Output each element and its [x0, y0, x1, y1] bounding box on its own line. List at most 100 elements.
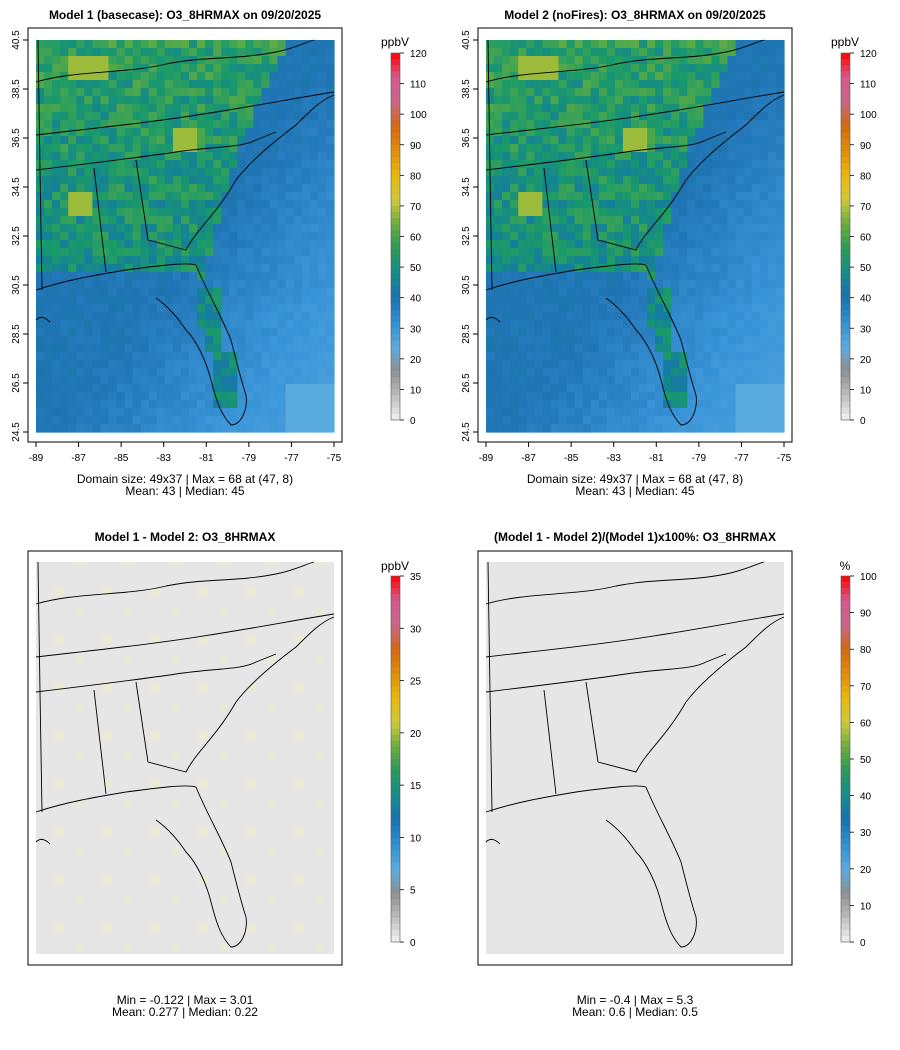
heatmap-cell: [679, 128, 688, 137]
state-border: [605, 264, 697, 426]
heatmap-cell: [317, 112, 327, 121]
heatmap-cell: [293, 192, 303, 201]
heatmap-cell: [574, 400, 584, 409]
heatmap-cell: [76, 328, 85, 337]
heatmap-cell: [140, 96, 150, 105]
heatmap-cell: [189, 368, 198, 377]
colorbar-swatch: [391, 364, 400, 372]
colorbar-unit: ppbV: [381, 559, 409, 573]
heatmap-cell: [582, 288, 592, 297]
heatmap-cell: [301, 168, 311, 177]
heatmap-cell: [558, 368, 568, 377]
heatmap-cell: [566, 200, 576, 209]
heatmap-cell: [132, 408, 142, 417]
heatmap-cell: [140, 144, 150, 153]
heatmap-cell: [518, 256, 527, 265]
heatmap-cell: [767, 416, 777, 425]
colorbar-swatch: [841, 169, 850, 176]
heatmap-cell: [558, 280, 568, 289]
heatmap-cell: [309, 344, 319, 353]
heatmap-cell: [92, 320, 102, 329]
heatmap-cell: [60, 376, 69, 385]
heatmap-cell: [566, 104, 576, 113]
heatmap-cell: [534, 216, 543, 225]
heatmap-cell: [84, 320, 93, 329]
heatmap-cell: [76, 360, 85, 369]
heatmap-cell: [197, 72, 206, 81]
heatmap-cell: [148, 312, 158, 321]
heatmap-cell: [148, 328, 158, 337]
colorbar-swatch: [391, 352, 400, 360]
heatmap-cell: [108, 208, 118, 217]
heatmap-cell: [486, 112, 495, 121]
heatmap-cell: [775, 312, 785, 321]
heatmap-cell: [164, 312, 174, 321]
heatmap-cell: [558, 160, 568, 169]
heatmap-cell: [663, 424, 672, 433]
heatmap-cell: [76, 184, 85, 193]
heatmap-cell: [663, 152, 672, 161]
heatmap-cell: [695, 408, 705, 417]
heatmap-cell: [229, 160, 238, 169]
heatmap-cell: [614, 256, 624, 265]
heatmap-cell: [301, 360, 311, 369]
heatmap-cell: [140, 320, 150, 329]
heatmap-cell: [189, 200, 198, 209]
heatmap-cell: [317, 424, 327, 433]
heatmap-cell: [116, 88, 126, 97]
heatmap-cell: [52, 48, 61, 57]
heatmap-cell: [542, 64, 552, 73]
heatmap-cell: [687, 360, 696, 369]
heatmap-cell: [647, 136, 656, 145]
colorbar-swatch: [391, 108, 400, 115]
heatmap-cell: [52, 88, 61, 97]
heatmap-cell: [647, 200, 656, 209]
heatmap-cell: [60, 152, 69, 161]
heatmap-cell: [116, 248, 126, 257]
heatmap-cell: [526, 288, 535, 297]
heatmap-cell: [156, 304, 166, 313]
heatmap-cell: [245, 168, 255, 177]
heatmap-cell: [317, 184, 327, 193]
heatmap-cell: [269, 344, 279, 353]
colorbar-swatch: [841, 618, 850, 626]
colorbar-swatch: [841, 911, 850, 918]
heatmap-cell: [735, 216, 745, 225]
heatmap-cell: [767, 88, 777, 97]
heatmap-cell: [197, 336, 206, 345]
heatmap-cell: [590, 304, 600, 313]
heatmap-cell: [590, 200, 600, 209]
heatmap-cell: [510, 296, 519, 305]
heatmap-cell: [759, 88, 769, 97]
state-border: [35, 263, 197, 291]
heatmap-cell: [614, 296, 624, 305]
colorbar-tick-label: 0: [860, 416, 866, 427]
heatmap-cell: [189, 360, 198, 369]
heatmap-cell: [743, 424, 753, 433]
heatmap-cell: [526, 200, 535, 209]
heatmap-cell: [140, 88, 150, 97]
heatmap-cell: [156, 400, 166, 409]
heatmap-cell: [205, 240, 214, 249]
heatmap-cell: [68, 64, 77, 73]
heatmap-cell: [285, 48, 295, 57]
colorbar-tick-label: 35: [410, 572, 422, 583]
heatmap-cell: [293, 400, 303, 409]
colorbar-swatch: [391, 279, 400, 286]
heatmap-cell: [84, 328, 93, 337]
heatmap-cell: [550, 344, 560, 353]
heatmap-cell: [663, 248, 672, 257]
heatmap-cell: [309, 392, 319, 401]
heatmap-cell: [325, 328, 335, 337]
heatmap-cell: [695, 56, 705, 65]
heatmap-cell: [189, 416, 198, 425]
heatmap-cell: [767, 184, 777, 193]
heatmap-cell: [679, 392, 688, 401]
heatmap-cell: [229, 424, 238, 433]
heatmap-cell: [293, 328, 303, 337]
heatmap-cell: [590, 320, 600, 329]
heatmap-cell: [84, 336, 93, 345]
colorbar-swatch: [391, 838, 400, 845]
heatmap-cell: [205, 56, 214, 65]
heatmap-cell: [293, 48, 303, 57]
